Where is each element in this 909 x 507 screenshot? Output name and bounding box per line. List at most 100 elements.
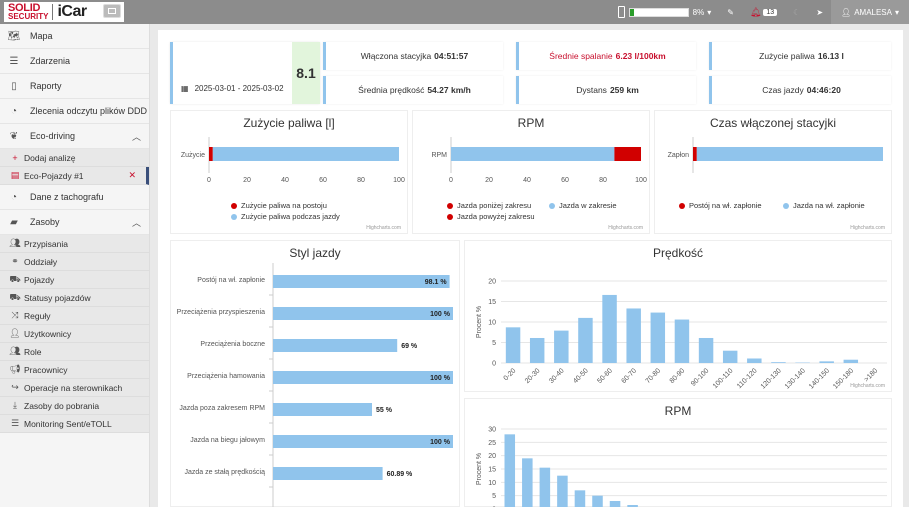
sidebar-subitem-zasoby[interactable]: 📢︎ Pracownicy	[0, 361, 149, 379]
sidebar-subitem-dodaj-analize[interactable]: + Dodaj analizę	[0, 149, 149, 167]
data-label: 100 %	[430, 375, 451, 382]
logo-divider	[52, 4, 54, 20]
sidebar-item-zasoby[interactable]: ▰ Zasoby ︿	[0, 210, 149, 235]
bar-segment	[696, 147, 883, 161]
keyboard-icon[interactable]	[103, 4, 121, 18]
file-icon: ▯	[11, 80, 17, 92]
send-icon[interactable]: ➤	[816, 7, 824, 17]
tick-label: 25	[488, 440, 496, 447]
category-label: RPM	[431, 152, 447, 159]
tick-label: 40-50	[572, 367, 590, 385]
gauge-icon: ◔	[10, 191, 18, 203]
notifications[interactable]: 🔔︎ 13	[750, 7, 778, 18]
sidebar-subitem-label: Statusy pojazdów	[24, 292, 91, 303]
sidebar-subitem-zasoby[interactable]: 👤︎ Użytkownicy	[0, 325, 149, 343]
sidebar-subitem-zasoby[interactable]: ⤨ Reguły	[0, 307, 149, 325]
user-menu[interactable]: 👤︎ AMALESA ▾	[831, 0, 909, 24]
legend-item[interactable]: Jazda poniżej zakresu	[447, 201, 531, 210]
bar-segment	[693, 147, 697, 161]
bar	[698, 337, 714, 363]
tick-label: >180	[863, 367, 879, 383]
sidebar-item-raporty[interactable]: ▯ Raporty	[0, 74, 149, 99]
sidebar-subitem-zasoby[interactable]: ⚭ Oddziały	[0, 253, 149, 271]
user-name: AMALESA	[854, 7, 892, 17]
chart-driving-style-svg: Postój na wł. zapłonie 98.1 % Przeciążenia…	[177, 263, 453, 507]
legend-item[interactable]: Jazda w zakresie	[549, 201, 617, 210]
sidebar-item-label: Zlecenia odczytu plików DDD	[30, 106, 148, 116]
tick-label: 130-140	[784, 367, 807, 390]
sidebar-subitem-zasoby[interactable]: ⤓ Zasoby do pobrania	[0, 397, 149, 415]
bar-segment	[451, 147, 615, 161]
tick-label: 30	[488, 427, 496, 434]
sidebar-item-label: Eco-driving	[30, 131, 76, 141]
bar	[602, 294, 617, 363]
tick-label: 20	[488, 453, 496, 460]
legend-item[interactable]: Postój na wł. zapłonie	[679, 201, 762, 210]
date-range-card: ▦ 2025-03-01 - 2025-03-02 8.1	[170, 42, 320, 104]
shuffle-icon: ⤨	[11, 310, 19, 320]
bar	[557, 475, 568, 507]
close-icon[interactable]: ✕	[128, 170, 136, 180]
tick-label: 40	[281, 177, 289, 184]
chart-credits: Highcharts.com	[850, 225, 885, 231]
megaphone-icon: 📢︎	[9, 364, 21, 374]
sidebar-subitem-eco-pojazdy[interactable]: ▤ Eco-Pojazdy #1 ✕	[0, 167, 149, 185]
tick-label: 80	[357, 177, 365, 184]
sidebar-subitem-zasoby[interactable]: ⛟ Statusy pojazdów	[0, 289, 149, 307]
sidebar-subitem-label: Dodaj analizę	[24, 152, 76, 163]
stat-fuel-usage: Zużycie paliwa 16.13 l	[709, 42, 891, 70]
battery-status[interactable]: 8% ▾	[614, 6, 711, 18]
moon-icon[interactable]: ☾	[793, 7, 801, 17]
pencil-icon[interactable]: ✎	[727, 7, 734, 17]
map-icon: 🗺︎	[7, 30, 21, 42]
chart-fuel-usage: Zużycie paliwa [l] Zużycie 0 20 40 60 80 100 Z…	[170, 110, 408, 234]
user-icon: 👤︎	[9, 328, 21, 338]
user-icon: 👤︎	[841, 7, 852, 17]
sidebar: 🗺︎ Mapa ☰ Zdarzenia ▯ Raporty ◔ Zlecenia…	[0, 24, 150, 507]
chart-title: RPM	[517, 116, 545, 130]
bar-segment	[209, 147, 213, 161]
sidebar-item-tachograf[interactable]: ◔ Dane z tachografu	[0, 185, 149, 210]
sidebar-subitem-label: Role	[24, 346, 42, 357]
plus-icon: +	[12, 152, 18, 163]
sidebar-item-zlecenia[interactable]: ◔ Zlecenia odczytu plików DDD	[0, 99, 149, 124]
sidebar-item-eco-driving[interactable]: ❦ Eco-driving ︿	[0, 124, 149, 149]
bar	[578, 317, 593, 363]
data-label: 69 %	[401, 343, 418, 350]
gauge-icon: ◔	[10, 105, 18, 117]
folder-icon: ▰	[10, 216, 18, 228]
chart-title: Styl jazdy	[289, 246, 341, 260]
tick-label: 60-70	[620, 367, 638, 385]
tick-label: 20-30	[524, 367, 542, 385]
sidebar-subitem-label: Pracownicy	[24, 364, 68, 375]
category-label: Zużycie	[181, 152, 205, 159]
chevron-up-icon: ︿	[131, 217, 141, 228]
main-content: ▦ 2025-03-01 - 2025-03-02 8.1 Włączona st…	[158, 30, 903, 507]
bar	[674, 319, 690, 363]
legend-label: Zużycie paliwa na postoju	[241, 201, 327, 210]
sidebar-item-mapa[interactable]: 🗺︎ Mapa	[0, 24, 149, 49]
legend-item[interactable]: Jazda na wł. zapłonie	[783, 201, 865, 210]
sidebar-subitem-zasoby[interactable]: ☰ Monitoring Sent/eTOLL	[0, 415, 149, 433]
legend-item[interactable]: Jazda powyżej zakresu	[447, 212, 535, 221]
sidebar-item-zdarzenia[interactable]: ☰ Zdarzenia	[0, 49, 149, 74]
tick-label: 40	[523, 177, 531, 184]
tick-label: 100-110	[712, 367, 735, 390]
legend-item[interactable]: Zużycie paliwa na postoju	[231, 201, 327, 210]
legend-label: Zużycie paliwa podczas jazdy	[241, 212, 340, 221]
bar	[819, 361, 834, 363]
legend-label: Jazda powyżej zakresu	[457, 212, 535, 221]
sidebar-subitem-zasoby[interactable]: ⛟ Pojazdy	[0, 271, 149, 289]
bar	[539, 467, 551, 507]
legend-marker	[447, 213, 453, 220]
sidebar-subitem-label: Eco-Pojazdy #1	[24, 170, 84, 181]
sidebar-subitem-zasoby[interactable]: 👥︎ Przypisania	[0, 235, 149, 253]
tick-label: 120-130	[760, 367, 783, 390]
logo[interactable]: SOLID SECURITY iCar	[4, 2, 124, 22]
sidebar-subitem-label: Użytkownicy	[24, 328, 72, 339]
sidebar-item-label: Raporty	[30, 81, 62, 91]
legend-marker	[231, 213, 237, 220]
legend-item[interactable]: Zużycie paliwa podczas jazdy	[231, 212, 340, 221]
sidebar-subitem-zasoby[interactable]: 👥︎ Role	[0, 343, 149, 361]
sidebar-subitem-zasoby[interactable]: ↪ Operacje na sterownikach	[0, 379, 149, 397]
